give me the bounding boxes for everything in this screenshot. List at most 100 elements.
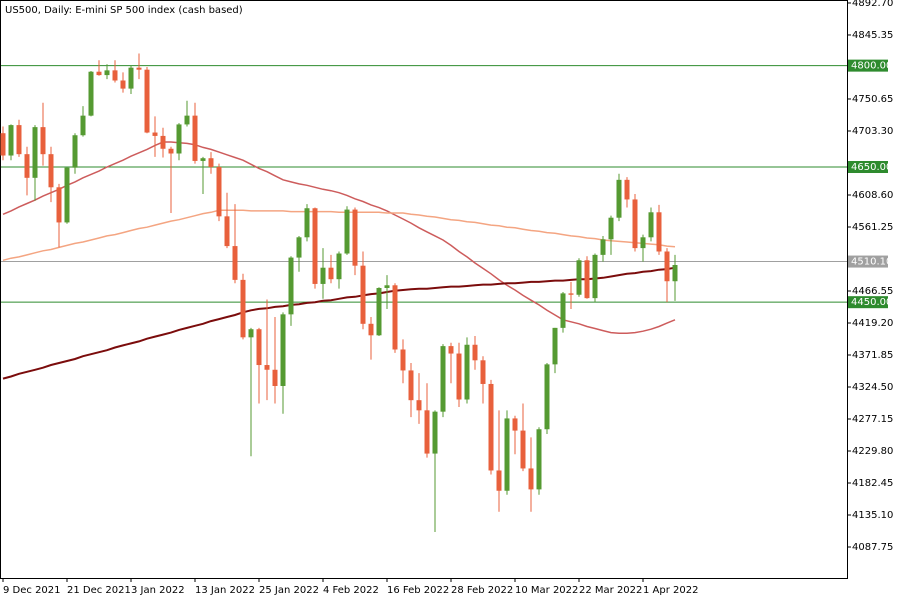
candle-body bbox=[216, 167, 222, 217]
candle-body bbox=[640, 237, 646, 249]
y-tick-label: 4892.70 bbox=[852, 0, 893, 9]
candle-body bbox=[624, 179, 630, 200]
candle-body bbox=[632, 199, 638, 249]
candle-body bbox=[200, 158, 206, 161]
candle-body bbox=[80, 115, 86, 136]
x-tick-label: 25 Jan 2022 bbox=[259, 585, 319, 596]
y-tick-label: 4135.10 bbox=[852, 510, 893, 521]
x-tick-label: 4 Feb 2022 bbox=[323, 585, 379, 596]
candle-body bbox=[152, 132, 158, 136]
candle-body bbox=[320, 267, 326, 284]
candle-body bbox=[592, 254, 598, 299]
candle-body bbox=[104, 70, 110, 76]
candle-body bbox=[272, 369, 278, 386]
candle-body bbox=[176, 124, 182, 154]
y-tick-label: 4324.50 bbox=[852, 382, 893, 393]
y-tick-label: 4845.35 bbox=[852, 30, 893, 41]
candle-body bbox=[608, 217, 614, 240]
candle-body bbox=[232, 246, 238, 280]
candle-body bbox=[672, 265, 678, 282]
candle-body bbox=[416, 400, 422, 411]
candle-body bbox=[312, 208, 318, 284]
candle-body bbox=[240, 279, 246, 338]
candle-body bbox=[88, 71, 94, 116]
candle-body bbox=[360, 265, 366, 324]
y-tick-label: 4087.75 bbox=[852, 542, 893, 553]
candle-body bbox=[96, 71, 102, 76]
candle-body bbox=[528, 468, 534, 490]
x-tick-label: 28 Feb 2022 bbox=[451, 585, 513, 596]
candle-body bbox=[192, 115, 198, 161]
candle-body bbox=[120, 80, 126, 89]
candle-body bbox=[56, 187, 62, 223]
candle-body bbox=[208, 158, 214, 168]
y-tick-label: 4750.65 bbox=[852, 94, 893, 105]
candle-body bbox=[600, 239, 606, 255]
candle-body bbox=[184, 115, 190, 125]
y-tick-label: 4229.80 bbox=[852, 446, 893, 457]
level-label: 4510.10 bbox=[851, 257, 892, 268]
level-label: 4450.00 bbox=[851, 297, 892, 308]
candle-body bbox=[72, 135, 78, 168]
candle-body bbox=[32, 127, 38, 178]
candle-body bbox=[224, 216, 230, 247]
y-tick-label: 4466.55 bbox=[852, 286, 893, 297]
candle-body bbox=[136, 67, 142, 70]
candle-body bbox=[544, 364, 550, 430]
moving-average bbox=[2, 266, 676, 380]
x-tick-label: 21 Dec 2021 bbox=[67, 585, 131, 596]
candle-body bbox=[344, 209, 350, 254]
x-tick-label: 1 Apr 2022 bbox=[643, 585, 698, 596]
candle-body bbox=[256, 329, 262, 366]
y-tick-label: 4703.30 bbox=[852, 126, 893, 137]
candle-body bbox=[464, 344, 470, 400]
level-label-box bbox=[848, 296, 888, 309]
candle-body bbox=[352, 209, 358, 266]
y-tick-label: 4608.60 bbox=[852, 190, 893, 201]
x-tick-label: 13 Jan 2022 bbox=[195, 585, 255, 596]
candle-body bbox=[144, 69, 150, 133]
candle-body bbox=[560, 293, 566, 328]
level-label: 4650.00 bbox=[851, 162, 892, 173]
candle-body bbox=[40, 127, 46, 155]
level-label-box bbox=[848, 255, 888, 268]
candle-body bbox=[336, 253, 342, 280]
candle-body bbox=[264, 365, 270, 370]
candle-body bbox=[24, 154, 30, 178]
candle-body bbox=[440, 346, 446, 412]
candle-body bbox=[512, 418, 518, 431]
x-tick-label: 16 Feb 2022 bbox=[387, 585, 449, 596]
x-tick-label: 9 Dec 2021 bbox=[3, 585, 61, 596]
candle-body bbox=[432, 411, 438, 454]
candle-body bbox=[384, 285, 390, 288]
candle-body bbox=[0, 133, 6, 156]
level-label-box bbox=[848, 59, 888, 72]
candle-body bbox=[536, 429, 542, 490]
y-tick-label: 4371.85 bbox=[852, 350, 893, 361]
y-tick-label: 4277.15 bbox=[852, 414, 893, 425]
candle-body bbox=[112, 70, 118, 81]
candle-body bbox=[648, 212, 654, 238]
x-tick-label: 10 Mar 2022 bbox=[515, 585, 578, 596]
candle-body bbox=[656, 212, 662, 252]
candle-body bbox=[376, 287, 382, 336]
candle-body bbox=[448, 346, 454, 354]
candle-body bbox=[168, 148, 174, 154]
candle-body bbox=[496, 470, 502, 491]
candle-body bbox=[128, 67, 134, 89]
y-tick-label: 4561.25 bbox=[852, 222, 893, 233]
candle-body bbox=[248, 329, 254, 338]
candle-body bbox=[584, 260, 590, 299]
candle-body bbox=[456, 353, 462, 400]
candle-body bbox=[616, 179, 622, 218]
candle-body bbox=[304, 208, 310, 238]
candle-body bbox=[424, 410, 430, 454]
candle-body bbox=[480, 360, 486, 384]
candle-body bbox=[520, 430, 526, 469]
x-tick-label: 22 Mar 2022 bbox=[579, 585, 642, 596]
candle-body bbox=[400, 349, 406, 371]
level-label-box bbox=[848, 161, 888, 174]
candle-body bbox=[288, 257, 294, 315]
